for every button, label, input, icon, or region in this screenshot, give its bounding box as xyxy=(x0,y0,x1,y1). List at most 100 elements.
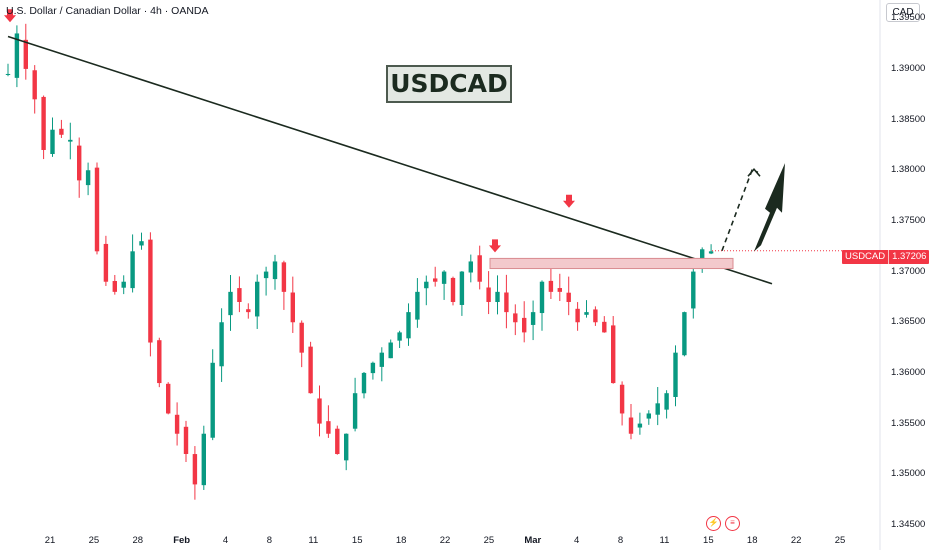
candle-body xyxy=(495,291,500,303)
candle-body xyxy=(539,281,545,314)
candle-body xyxy=(673,352,678,397)
candle-body xyxy=(530,312,536,325)
y-tick-label: 1.35500 xyxy=(891,417,926,429)
projection-dashed-path xyxy=(721,169,759,251)
candle-body xyxy=(290,292,295,323)
candle-body xyxy=(646,413,651,419)
symbol-title: U.S. Dollar / Canadian Dollar · 4h · OAN… xyxy=(6,5,209,17)
candle-body xyxy=(246,309,251,313)
red-down-arrow-icon xyxy=(563,194,575,208)
candle-body xyxy=(299,322,304,353)
candle-body xyxy=(23,39,28,69)
candle-body xyxy=(174,414,180,434)
candle-body xyxy=(691,271,696,309)
y-tick-label: 1.37000 xyxy=(891,265,926,277)
candle-body xyxy=(566,292,571,302)
x-tick-label: 11 xyxy=(659,535,670,546)
candle-body xyxy=(593,309,598,323)
y-tick-label: 1.39000 xyxy=(891,62,926,74)
candle-body xyxy=(682,312,687,356)
x-tick-label: 22 xyxy=(790,535,802,546)
candle-body xyxy=(77,145,82,181)
candle-body xyxy=(459,271,465,305)
candle-body xyxy=(637,423,643,428)
candle-body xyxy=(557,288,562,292)
candle-body xyxy=(130,251,135,289)
candle-body xyxy=(335,428,340,454)
x-tick-label: 22 xyxy=(439,535,451,546)
candle-body xyxy=(441,271,447,284)
x-tick-label: 25 xyxy=(834,535,846,546)
x-tick-label: 18 xyxy=(746,535,758,546)
candle-body xyxy=(352,393,358,429)
candle-body xyxy=(201,433,206,486)
candle-body xyxy=(94,167,100,252)
candle-body xyxy=(317,398,322,424)
x-tick-label: 4 xyxy=(574,535,580,546)
candle-body xyxy=(602,321,607,333)
candle-body xyxy=(263,271,269,279)
candle-body xyxy=(192,454,198,485)
flag-icon[interactable]: ⚡ xyxy=(706,516,721,531)
y-tick-label: 1.37500 xyxy=(891,214,926,226)
y-tick-label: 1.38000 xyxy=(891,164,926,176)
x-tick-label: 11 xyxy=(308,535,319,546)
candle-body xyxy=(14,33,20,78)
candle-body xyxy=(50,129,55,155)
x-tick-label: 8 xyxy=(266,535,273,546)
resistance-zone xyxy=(489,257,734,270)
candle-body xyxy=(41,96,46,150)
calendar-icon[interactable]: ≡ xyxy=(725,516,740,531)
candle-body xyxy=(415,291,420,320)
candle-body xyxy=(157,340,162,384)
candle-body xyxy=(326,421,331,434)
bullish-arrow-icon xyxy=(754,163,785,252)
x-tick-label: 15 xyxy=(351,535,363,546)
candle-body xyxy=(255,281,260,317)
candle-body xyxy=(522,317,527,333)
usdcad-annotation-label: USDCAD xyxy=(386,65,512,103)
price-tag-symbol: USDCAD xyxy=(845,251,886,262)
candle-body xyxy=(148,239,153,343)
currency-button[interactable]: CAD xyxy=(886,3,920,22)
candle-body xyxy=(183,426,189,454)
x-tick-label: Mar xyxy=(524,535,542,546)
candle-body xyxy=(424,281,429,289)
candle-body xyxy=(59,128,64,135)
x-tick-label: 15 xyxy=(703,535,714,546)
x-tick-label: 21 xyxy=(44,535,56,546)
candle-body xyxy=(379,352,384,367)
candle-body xyxy=(433,278,438,282)
candle-body xyxy=(5,73,11,75)
y-tick-label: 1.39500 xyxy=(891,12,926,24)
y-tick-label: 1.36500 xyxy=(891,316,926,328)
candle-body xyxy=(406,312,411,339)
candle-body xyxy=(228,291,233,316)
candle-body xyxy=(619,384,625,414)
candle-body xyxy=(308,346,313,394)
candle-body xyxy=(700,249,705,266)
y-tick-label: 1.36000 xyxy=(891,366,926,378)
candle-body xyxy=(166,383,171,414)
projection-arrowhead xyxy=(747,168,761,177)
candle-body xyxy=(219,322,224,367)
candle-body xyxy=(468,261,473,273)
candle-body xyxy=(664,393,669,410)
x-tick-label: 28 xyxy=(132,535,144,546)
candle-body xyxy=(388,342,393,359)
candle-body xyxy=(513,313,518,323)
candle-body xyxy=(32,70,37,100)
candle-body xyxy=(272,261,278,280)
last-price-tag: USDCAD 1.37206 xyxy=(842,250,930,264)
candle-body xyxy=(450,277,456,302)
candle-body xyxy=(370,362,376,374)
candle-body xyxy=(344,433,349,461)
candle-body xyxy=(477,255,482,282)
candle-body xyxy=(486,287,491,302)
candle-body xyxy=(103,243,109,282)
candle-body xyxy=(548,280,554,292)
candle-body xyxy=(708,251,714,254)
candle-body xyxy=(361,372,367,394)
trendline xyxy=(7,35,773,285)
